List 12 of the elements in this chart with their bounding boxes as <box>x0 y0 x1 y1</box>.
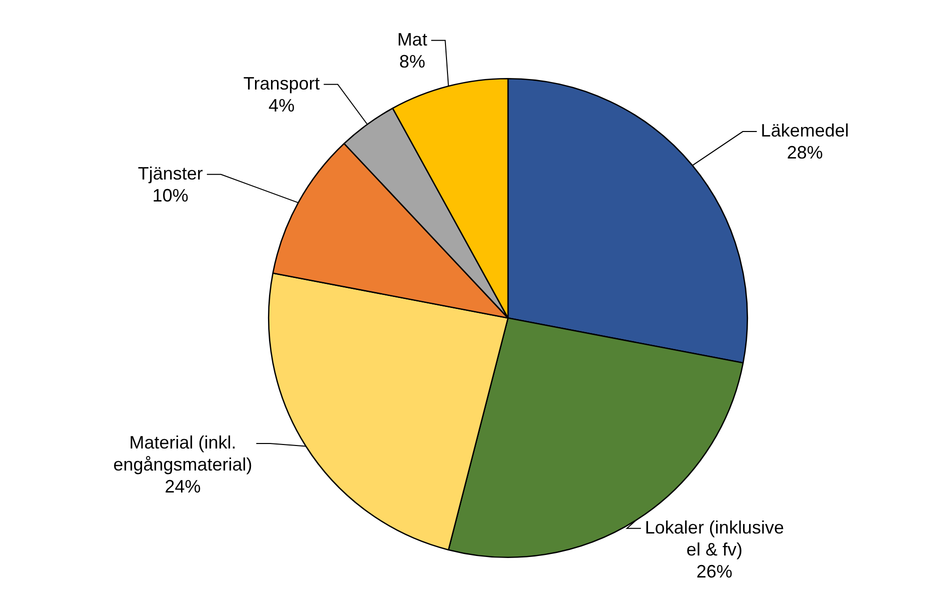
slice-label: Mat <box>397 29 428 50</box>
slice-label: Material (inkl. engångsmaterial) <box>113 432 252 474</box>
data-label: 28% <box>786 142 823 163</box>
data-label: 26% <box>696 561 732 582</box>
slice-label: Tjänster <box>138 163 203 184</box>
slice-label: Lokaler (inklusive el & fv) <box>644 517 784 560</box>
data-label: 8% <box>399 51 426 72</box>
data-label: 24% <box>164 476 201 496</box>
data-label: 10% <box>152 185 188 206</box>
slice-label: Läkemedel <box>760 120 849 141</box>
slice-label: Transport <box>243 73 320 94</box>
data-label: 4% <box>268 95 295 116</box>
